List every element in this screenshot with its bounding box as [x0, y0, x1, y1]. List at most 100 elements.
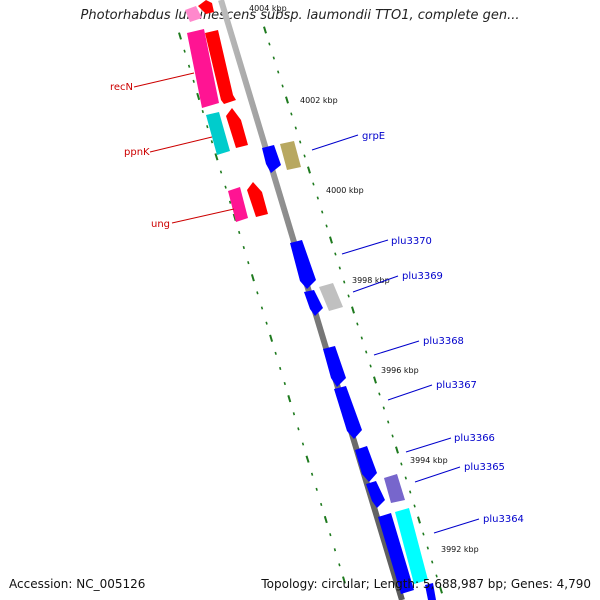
- cds-plu3364[interactable]: [395, 508, 428, 584]
- major-tick: [307, 166, 311, 174]
- scale-labels: 4004 kbp 4002 kbp 4000 kbp 3998 kbp 3996…: [249, 4, 479, 554]
- minor-tick: [201, 109, 204, 114]
- minor-tick: [247, 261, 250, 265]
- gene-label-plu3370[interactable]: plu3370: [391, 236, 432, 247]
- scale-label-3998: 3998 kbp: [352, 276, 390, 285]
- cds-grpE[interactable]: [280, 141, 301, 170]
- minor-tick: [274, 351, 277, 355]
- gene-arrow-grpE[interactable]: [262, 145, 281, 173]
- minor-tick: [310, 472, 314, 476]
- major-tick: [178, 32, 182, 40]
- major-tick: [323, 515, 328, 524]
- minor-tick: [316, 196, 319, 200]
- gene-arrow-plu3366[interactable]: [355, 446, 377, 482]
- minor-tick: [382, 406, 385, 410]
- minor-tick: [256, 291, 259, 295]
- major-tick: [269, 334, 274, 342]
- minor-tick: [321, 210, 324, 214]
- right-gene-labels: grpE plu3370 plu3369 plu3368 plu3367 plu…: [311, 131, 524, 534]
- gene-arrow-ppnK[interactable]: [226, 108, 248, 148]
- gene-arrow-recN[interactable]: [205, 30, 236, 104]
- minor-tick: [279, 366, 282, 371]
- minor-tick: [329, 533, 332, 537]
- gene-arrow-top[interactable]: [198, 0, 214, 14]
- minor-tick: [297, 427, 300, 431]
- minor-tick: [277, 70, 280, 74]
- major-tick: [250, 274, 255, 282]
- minor-tick: [224, 185, 227, 189]
- minor-tick: [391, 434, 394, 438]
- forward-strand-features: [185, 0, 268, 222]
- minor-tick: [338, 563, 341, 567]
- major-tick: [329, 236, 333, 244]
- major-tick: [373, 376, 377, 384]
- gene-label-plu3368[interactable]: plu3368: [423, 336, 464, 347]
- gene-arrow-plu3368[interactable]: [323, 346, 346, 387]
- gene-label-plu3365[interactable]: plu3365: [464, 462, 505, 473]
- major-tick: [285, 96, 289, 104]
- gene-label-plu3367[interactable]: plu3367: [436, 380, 477, 391]
- minor-tick: [268, 42, 271, 46]
- gene-label-plu3366[interactable]: plu3366: [454, 433, 495, 444]
- major-tick: [342, 576, 346, 584]
- major-tick: [351, 306, 355, 314]
- minor-tick: [347, 294, 350, 298]
- scale-label-4000: 4000 kbp: [326, 186, 364, 195]
- cds-plu3369[interactable]: [319, 283, 343, 311]
- cds-ung[interactable]: [228, 187, 248, 222]
- gene-label-recN[interactable]: recN: [110, 82, 133, 93]
- minor-tick: [238, 230, 241, 235]
- gene-arrow-ung[interactable]: [247, 182, 268, 217]
- minor-tick: [183, 49, 186, 53]
- minor-tick: [219, 170, 223, 174]
- scale-label-4002: 4002 kbp: [300, 96, 338, 105]
- major-tick: [263, 26, 267, 34]
- minor-tick: [228, 200, 232, 204]
- cds-ppnK[interactable]: [206, 112, 230, 155]
- minor-tick: [338, 266, 341, 270]
- gene-label-plu3364[interactable]: plu3364: [483, 514, 524, 525]
- major-tick: [439, 586, 443, 594]
- scale-label-3996: 3996 kbp: [381, 366, 419, 375]
- gene-label-ppnK[interactable]: ppnK: [124, 147, 150, 158]
- minor-tick: [431, 560, 434, 564]
- major-tick: [287, 395, 292, 403]
- scale-label-3992: 3992 kbp: [441, 545, 479, 554]
- gene-arrow-plu3370[interactable]: [290, 240, 316, 289]
- minor-tick: [343, 280, 346, 284]
- cds-recN[interactable]: [187, 29, 219, 108]
- genome-summary-text: Topology: circular; Length: 5,688,987 bp…: [261, 577, 591, 591]
- major-tick: [232, 213, 237, 221]
- minor-tick: [334, 252, 337, 256]
- minor-tick: [303, 154, 306, 158]
- minor-tick: [409, 490, 412, 494]
- minor-tick: [265, 321, 268, 325]
- cds-plu3365[interactable]: [384, 474, 405, 503]
- cds-bottom-partial[interactable]: [425, 583, 436, 600]
- minor-tick: [422, 532, 425, 536]
- gene-arrow-plu3369[interactable]: [304, 290, 323, 316]
- minor-tick: [400, 462, 403, 466]
- scale-label-3994: 3994 kbp: [410, 456, 448, 465]
- scale-label-4004: 4004 kbp: [249, 4, 287, 13]
- cds-top[interactable]: [185, 6, 202, 22]
- minor-tick: [333, 548, 337, 552]
- gene-arrow-plu3367[interactable]: [334, 386, 362, 439]
- minor-tick: [360, 336, 363, 340]
- minor-tick: [435, 574, 438, 578]
- gene-label-grpE[interactable]: grpE: [362, 131, 385, 142]
- minor-tick: [272, 56, 275, 60]
- major-tick: [417, 516, 421, 524]
- gene-label-plu3369[interactable]: plu3369: [402, 271, 443, 282]
- gene-arrow-plu3364[interactable]: [378, 513, 414, 594]
- gene-label-ung[interactable]: ung: [151, 219, 170, 230]
- minor-tick: [413, 504, 416, 508]
- minor-tick: [283, 381, 286, 386]
- minor-tick: [210, 140, 214, 144]
- minor-tick: [387, 420, 390, 424]
- gene-arrow-plu3365[interactable]: [366, 481, 385, 508]
- major-tick: [214, 153, 219, 161]
- minor-tick: [281, 84, 284, 88]
- reverse-strand-features: [262, 141, 436, 600]
